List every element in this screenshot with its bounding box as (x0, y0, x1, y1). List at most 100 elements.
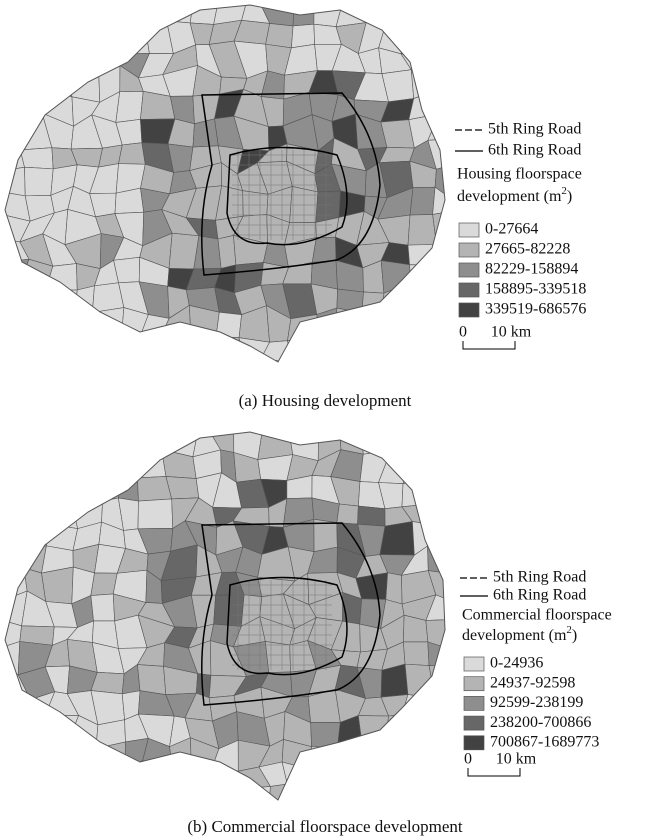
district (456, 448, 481, 478)
district (289, 186, 319, 223)
district (364, 768, 385, 791)
district (5, 114, 21, 151)
district (427, 545, 445, 576)
district (268, 783, 293, 800)
district (402, 785, 433, 800)
legend-title: Commercial floorspace (462, 607, 612, 624)
district (304, 783, 341, 800)
district (451, 531, 483, 556)
district (264, 641, 291, 673)
district (427, 641, 445, 666)
legend-label: 6th Ring Road (488, 142, 581, 159)
district (433, 288, 445, 319)
district (90, 593, 115, 622)
district (433, 53, 445, 72)
district (281, 761, 314, 796)
district (17, 90, 51, 115)
legend-title-sup: 2 (566, 624, 572, 636)
legend-label: 82229-158894 (485, 261, 578, 278)
district (426, 358, 445, 362)
legend-title-end: ) (572, 627, 577, 644)
district (5, 504, 29, 528)
district (353, 304, 384, 342)
district (434, 69, 445, 98)
ring-road-5 (226, 146, 348, 246)
district (69, 447, 96, 481)
district (46, 17, 79, 45)
district (380, 663, 409, 698)
district (121, 5, 149, 31)
district (71, 477, 103, 502)
district (140, 359, 174, 362)
legend-swatch (458, 242, 480, 258)
legend-label: 339519-686576 (485, 301, 586, 318)
district (451, 548, 486, 575)
district (458, 785, 485, 818)
legend-label: 5th Ring Road (488, 121, 581, 138)
district (21, 457, 53, 479)
legend-label: 700867-1689773 (490, 733, 599, 750)
district (93, 5, 123, 31)
district (335, 5, 367, 28)
map (5, 432, 486, 818)
legend-swatch (463, 676, 485, 692)
district (5, 478, 24, 509)
district (142, 760, 173, 793)
district (427, 113, 445, 141)
scale-label: 0 (459, 324, 467, 341)
district (400, 21, 435, 55)
district (24, 762, 53, 796)
district (5, 67, 31, 102)
district (5, 553, 25, 580)
district (41, 566, 74, 605)
ring-road-6 (201, 522, 381, 706)
district (425, 594, 445, 621)
district (5, 332, 24, 362)
district (217, 235, 237, 269)
district (407, 244, 439, 266)
legend-title-text: development (m (462, 627, 567, 644)
district (455, 113, 486, 148)
district (210, 770, 239, 791)
district (113, 256, 141, 284)
district (137, 448, 167, 479)
district (165, 476, 200, 500)
district (460, 567, 485, 604)
district (291, 354, 315, 362)
legend-title-end: ) (567, 188, 572, 205)
district (117, 447, 144, 479)
legend-title-text: development (m (457, 188, 562, 205)
legend-swatch (458, 262, 480, 278)
legend-label: 238200-700866 (490, 714, 591, 731)
district (291, 23, 315, 49)
district (42, 770, 76, 793)
district (42, 432, 70, 458)
district (24, 166, 54, 197)
district (429, 22, 445, 55)
district (95, 447, 123, 479)
district (449, 54, 487, 79)
district (121, 332, 142, 361)
district (432, 210, 445, 247)
district (434, 162, 445, 199)
district (185, 352, 216, 362)
district (190, 762, 223, 791)
district (336, 503, 359, 525)
district (21, 477, 53, 506)
district (42, 454, 80, 481)
district (137, 476, 173, 502)
district (409, 736, 434, 773)
district (361, 739, 386, 770)
district (402, 331, 436, 360)
district (437, 432, 445, 454)
district (166, 352, 197, 362)
district (117, 432, 147, 449)
district (287, 337, 320, 362)
district (433, 308, 445, 333)
district (46, 5, 79, 21)
district (438, 88, 445, 118)
district (243, 353, 271, 362)
legend-title: development (m2) (457, 185, 572, 205)
district (5, 454, 24, 484)
district (69, 5, 100, 23)
